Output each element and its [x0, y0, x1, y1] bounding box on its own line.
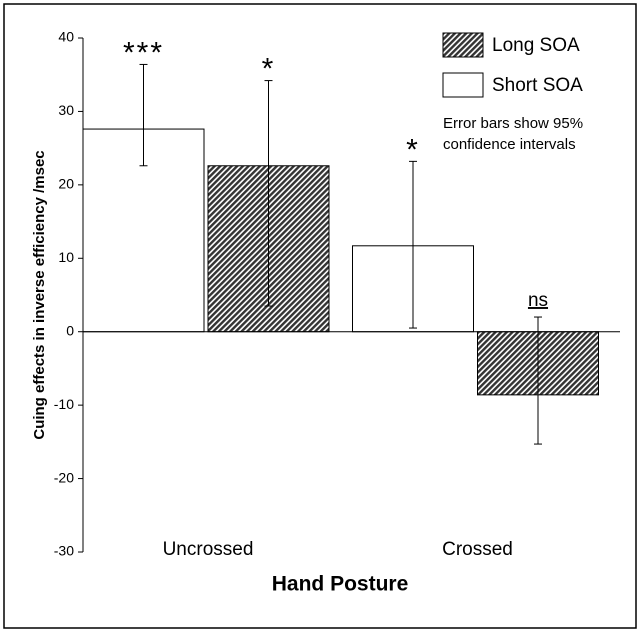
- legend-swatch: [442, 32, 484, 58]
- legend-swatch: [442, 72, 484, 98]
- y-axis-label: Cuing effects in inverse efficiency /mse…: [31, 150, 48, 439]
- y-tick-label: 20: [58, 176, 74, 192]
- legend-label: Short SOA: [492, 75, 583, 96]
- significance-label: *: [406, 133, 420, 166]
- frame: [3, 3, 637, 629]
- legend-label: Long SOA: [492, 35, 580, 56]
- y-tick-label: 40: [58, 29, 74, 45]
- x-tick-label: Uncrossed: [163, 539, 254, 560]
- y-tick-label: -10: [54, 396, 74, 412]
- y-tick-label: 0: [66, 322, 74, 338]
- note: Error bars show 95%: [443, 115, 583, 132]
- significance-label: ns: [528, 290, 548, 311]
- note: confidence intervals: [443, 136, 576, 153]
- x-tick-label: Crossed: [442, 539, 513, 560]
- significance-label: *: [262, 53, 276, 86]
- y-tick-label: -20: [54, 469, 74, 485]
- y-tick-label: -30: [54, 543, 74, 559]
- x-axis-label: Hand Posture: [272, 573, 409, 596]
- y-tick-label: 30: [58, 102, 74, 118]
- y-tick-label: 10: [58, 249, 74, 265]
- significance-label: ***: [123, 36, 164, 69]
